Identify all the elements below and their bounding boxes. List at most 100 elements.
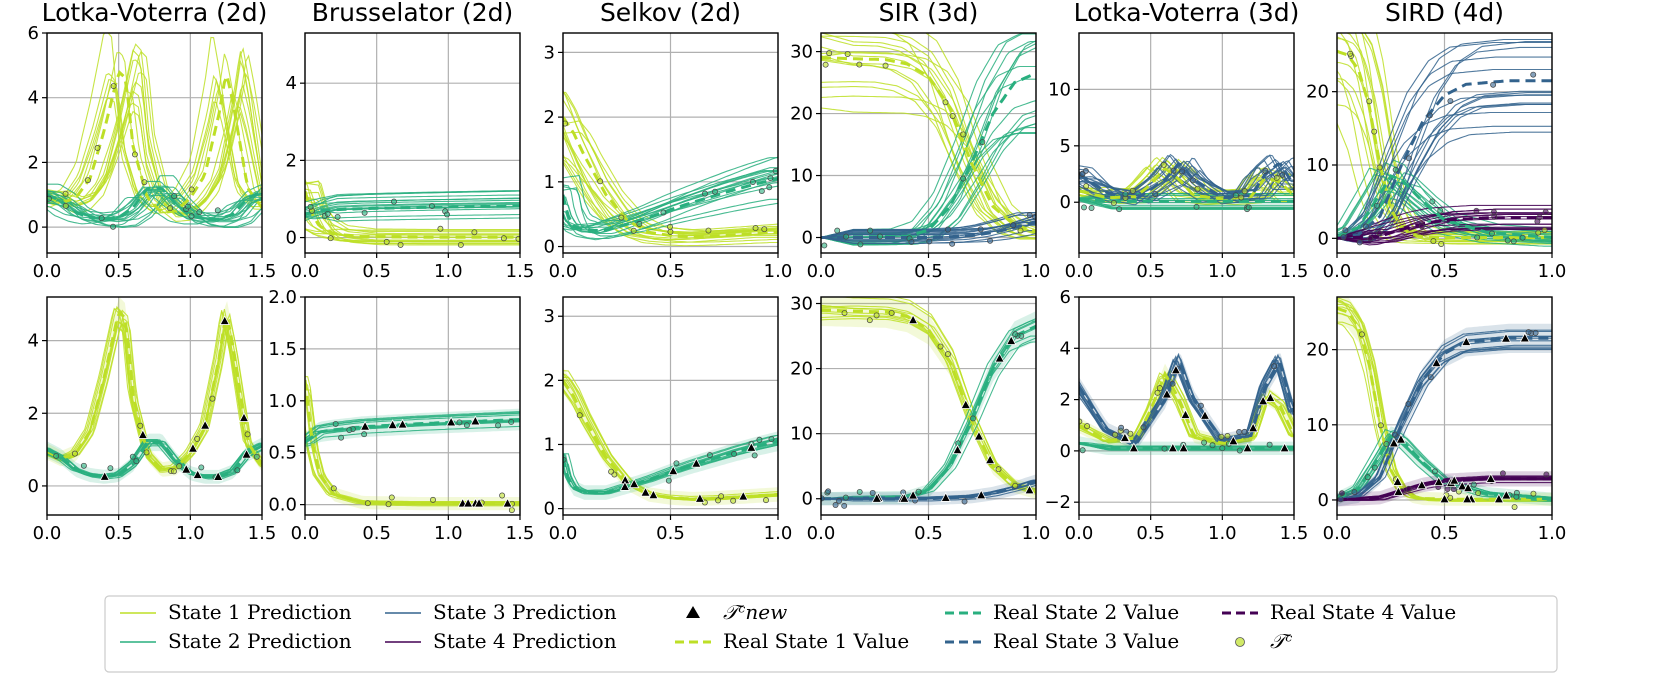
context-point — [961, 498, 968, 505]
context-point — [749, 179, 756, 185]
y-tick-label: 0.5 — [268, 443, 297, 464]
context-point — [234, 467, 241, 474]
prediction-line — [1337, 38, 1552, 238]
y-tick-label: 0 — [1060, 441, 1071, 462]
context-point — [500, 235, 507, 242]
context-point — [364, 500, 371, 507]
prediction-line — [563, 134, 778, 244]
plot-area — [305, 367, 520, 514]
context-point — [1347, 50, 1354, 57]
plot-area — [47, 297, 262, 484]
context-point — [761, 226, 768, 233]
prediction-line — [563, 178, 778, 231]
real-series-line — [1079, 441, 1294, 450]
x-tick-label: 1.0 — [764, 523, 793, 544]
prediction-line — [305, 200, 520, 246]
new-context-point — [871, 492, 882, 503]
prediction-line — [305, 388, 520, 505]
prediction-line — [924, 33, 1036, 234]
prediction-line — [821, 35, 1036, 231]
legend-label: Real State 4 Value — [1270, 600, 1456, 624]
prediction-line — [305, 213, 520, 220]
prediction-line — [1337, 212, 1552, 239]
legend: State 1 Prediction State 2 Prediction Stat… — [104, 595, 1558, 673]
context-point — [563, 120, 568, 127]
prediction-line — [47, 189, 262, 227]
prediction-line — [305, 180, 520, 235]
y-tick-label: 20 — [1306, 340, 1329, 361]
x-tick-label: 1.0 — [1208, 261, 1237, 282]
context-point — [987, 237, 994, 244]
legend-label: 𝒯ᶜ — [1270, 629, 1292, 653]
context-point — [701, 190, 708, 197]
legend-item-8: Real State 3 Value — [945, 629, 1179, 653]
prediction-line — [47, 59, 262, 218]
context-point — [977, 226, 984, 233]
prediction-line — [47, 50, 262, 209]
context-point — [1405, 400, 1412, 407]
context-point — [1339, 490, 1345, 497]
y-tick-label: 0 — [1318, 228, 1329, 249]
new-context-point — [473, 497, 485, 508]
context-point — [1391, 431, 1398, 438]
x-tick-label: 1.0 — [1208, 523, 1237, 544]
x-tick-label: 0.5 — [1136, 523, 1165, 544]
context-point — [955, 440, 962, 447]
real-series-line — [821, 480, 1036, 501]
new-context-point — [1242, 442, 1253, 453]
new-context-point — [1433, 476, 1444, 487]
y-tick-label: 20 — [790, 359, 813, 380]
context-point — [1405, 485, 1412, 492]
context-point — [1447, 98, 1454, 104]
real-series-line — [305, 379, 520, 506]
context-point — [1083, 183, 1090, 190]
context-point — [1376, 230, 1383, 237]
new-context-point — [1128, 442, 1140, 453]
context-point — [1519, 234, 1526, 241]
context-point — [715, 497, 722, 504]
y-tick-label: 0 — [28, 217, 39, 238]
new-context-point — [907, 489, 919, 500]
new-context-point — [199, 419, 211, 430]
context-point — [825, 488, 832, 495]
new-context-point — [192, 469, 203, 479]
y-tick-label: 2.0 — [268, 287, 297, 308]
prediction-line — [305, 201, 520, 215]
context-point — [1193, 203, 1200, 210]
legend-item-2: State 2 Prediction — [120, 629, 352, 653]
context-point — [1499, 470, 1506, 477]
context-point — [944, 226, 951, 233]
context-point — [1488, 230, 1495, 237]
x-tick-label: 0.5 — [104, 523, 133, 544]
legend-item-10: 𝒯ᶜ — [1235, 629, 1292, 653]
context-point — [832, 502, 839, 508]
new-context-point — [973, 430, 985, 441]
context-point — [1012, 482, 1019, 489]
prediction-line — [47, 445, 262, 480]
context-point — [338, 434, 345, 441]
context-point — [137, 422, 144, 429]
new-context-point — [1178, 442, 1189, 453]
context-point — [1236, 429, 1243, 435]
prediction-line — [821, 215, 1036, 239]
real-series-line — [563, 177, 778, 232]
axes-frame — [1078, 296, 1295, 516]
y-tick-label: 5 — [1060, 136, 1071, 157]
y-tick-label: 10 — [790, 166, 813, 187]
new-context-point — [1228, 435, 1239, 446]
context-point — [1364, 474, 1371, 481]
new-context-point — [1279, 442, 1290, 453]
prediction-line — [563, 160, 778, 247]
context-point — [1169, 380, 1176, 387]
y-tick-label: 20 — [790, 104, 813, 125]
context-point — [1392, 166, 1399, 173]
prediction-line — [305, 196, 520, 245]
new-context-point — [940, 492, 951, 502]
prediction-line — [1337, 482, 1552, 502]
context-point — [822, 61, 829, 68]
new-context-point — [1392, 476, 1403, 486]
context-point — [667, 228, 674, 235]
y-tick-label: 3 — [544, 42, 555, 63]
legend-triangle-swatch — [686, 606, 700, 618]
